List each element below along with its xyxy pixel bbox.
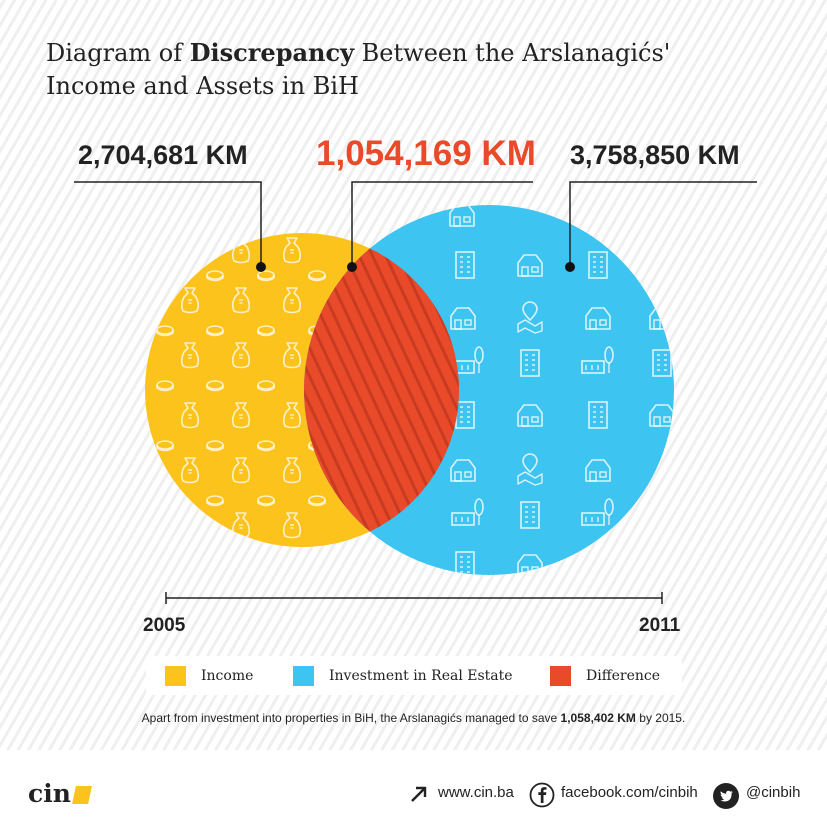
note-suffix: by 2015. — [635, 711, 686, 725]
logo-mark-icon — [72, 786, 92, 804]
footer-bar — [0, 750, 827, 827]
facebook-link[interactable]: facebook.com/cinbih — [561, 784, 698, 801]
legend-label-difference: Difference — [586, 668, 661, 684]
assets-leader-line — [565, 181, 757, 272]
note-amount: 1,058,402 KM — [560, 711, 636, 725]
timeline-start-label: 2005 — [143, 615, 186, 636]
difference-value: 1,054,169 KM — [316, 134, 536, 173]
timeline-axis — [165, 592, 663, 604]
facebook-icon — [529, 782, 555, 808]
website-link[interactable]: www.cin.ba — [438, 784, 514, 801]
legend-swatch-difference — [550, 666, 571, 686]
twitter-handle[interactable]: @cinbih — [746, 784, 801, 801]
title-prefix: Diagram of — [46, 39, 190, 67]
legend-label-real-estate: Investment in Real Estate — [329, 668, 513, 684]
footnote: Apart from investment into properties in… — [0, 711, 827, 725]
difference-overlap — [304, 233, 459, 547]
venn-diagram — [74, 181, 757, 604]
twitter-icon — [713, 783, 739, 809]
page-title: Diagram of Discrepancy Between the Arsla… — [46, 36, 746, 103]
legend: Income Investment in Real Estate Differe… — [146, 656, 682, 695]
cin-logo[interactable]: cin — [28, 779, 92, 811]
logo-text: cin — [28, 779, 71, 808]
legend-label-income: Income — [201, 668, 254, 684]
arrow-icon — [411, 786, 427, 802]
legend-swatch-income — [165, 666, 186, 686]
assets-value: 3,758,850 KM — [570, 140, 740, 170]
note-prefix: Apart from investment into properties in… — [141, 711, 561, 725]
title-bold: Discrepancy — [189, 38, 355, 67]
difference-leader-line — [347, 181, 533, 272]
income-leader-line — [74, 181, 266, 272]
income-value: 2,704,681 KM — [78, 140, 248, 170]
title-suffix: Between the Arslanagićs' Income and Asse… — [46, 39, 671, 100]
timeline-end-label: 2011 — [639, 615, 681, 636]
legend-swatch-real-estate — [293, 666, 314, 686]
